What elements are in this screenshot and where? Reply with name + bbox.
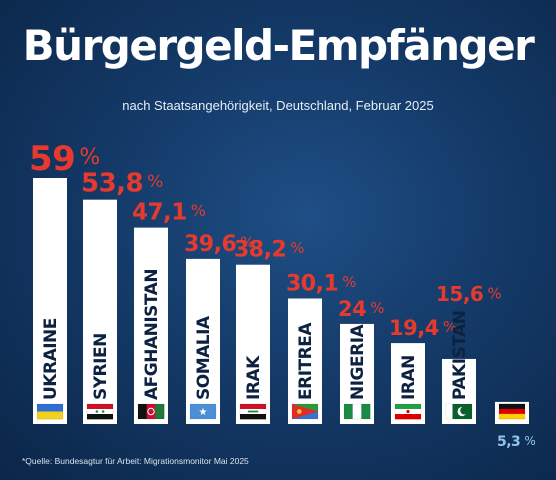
category-label: NIGERIA [348, 323, 368, 400]
percent-sign: % [370, 299, 384, 317]
category-label: IRAK [244, 355, 264, 400]
value-label: 19,4 [389, 316, 439, 340]
somalia-flag: ★ [189, 403, 217, 420]
value-label: 59 [29, 139, 75, 179]
category-label: AFGHANISTAN [142, 269, 162, 400]
syria-flag [86, 403, 114, 420]
category-label: UKRAINE [41, 318, 61, 400]
value-label: 5,3 [497, 434, 520, 450]
nigeria-flag [343, 403, 371, 420]
category-label: PAKISTAN [450, 311, 470, 400]
value-label: 39,6 [184, 232, 236, 257]
bar [83, 199, 117, 424]
value-label: 53,8 [81, 169, 143, 199]
value-label: 30,1 [286, 271, 338, 296]
source-note: *Quelle: Bundesagtur für Arbeit: Migrati… [22, 456, 249, 466]
percent-sign: % [79, 145, 100, 170]
percent-sign: % [524, 434, 535, 448]
iraq-flag [239, 403, 267, 420]
afghanistan-flag [137, 403, 165, 420]
percent-sign: % [240, 233, 254, 251]
bar [33, 178, 67, 424]
percent-sign: % [443, 318, 457, 336]
percent-sign: % [487, 284, 501, 302]
germany-flag [498, 403, 526, 420]
bar [288, 298, 322, 424]
value-label: 24 [338, 297, 366, 321]
iran-flag [394, 403, 422, 420]
chart-subtitle: nach Staatsangehörigkeit, Deutschland, F… [122, 98, 434, 113]
value-label: 15,6 [436, 282, 483, 306]
percent-sign: % [290, 239, 304, 257]
category-label: ERITREA [296, 322, 316, 400]
svg-text:★: ★ [199, 407, 208, 418]
category-label: SYRIEN [91, 333, 111, 400]
percent-sign: % [147, 172, 163, 192]
percent-sign: % [342, 273, 356, 291]
chart-title: Bürgergeld-Empfänger [22, 21, 535, 70]
pakistan-flag [445, 403, 473, 420]
bar [134, 227, 168, 424]
value-label: 47,1 [132, 200, 187, 226]
ukraine-flag [36, 403, 64, 420]
eritrea-flag [291, 403, 319, 420]
category-label: IRAN [399, 355, 419, 400]
value-label: 38,2 [234, 238, 286, 263]
category-label: SOMALIA [194, 315, 214, 400]
bar [186, 258, 220, 424]
percent-sign: % [191, 201, 206, 220]
bar [236, 264, 270, 424]
